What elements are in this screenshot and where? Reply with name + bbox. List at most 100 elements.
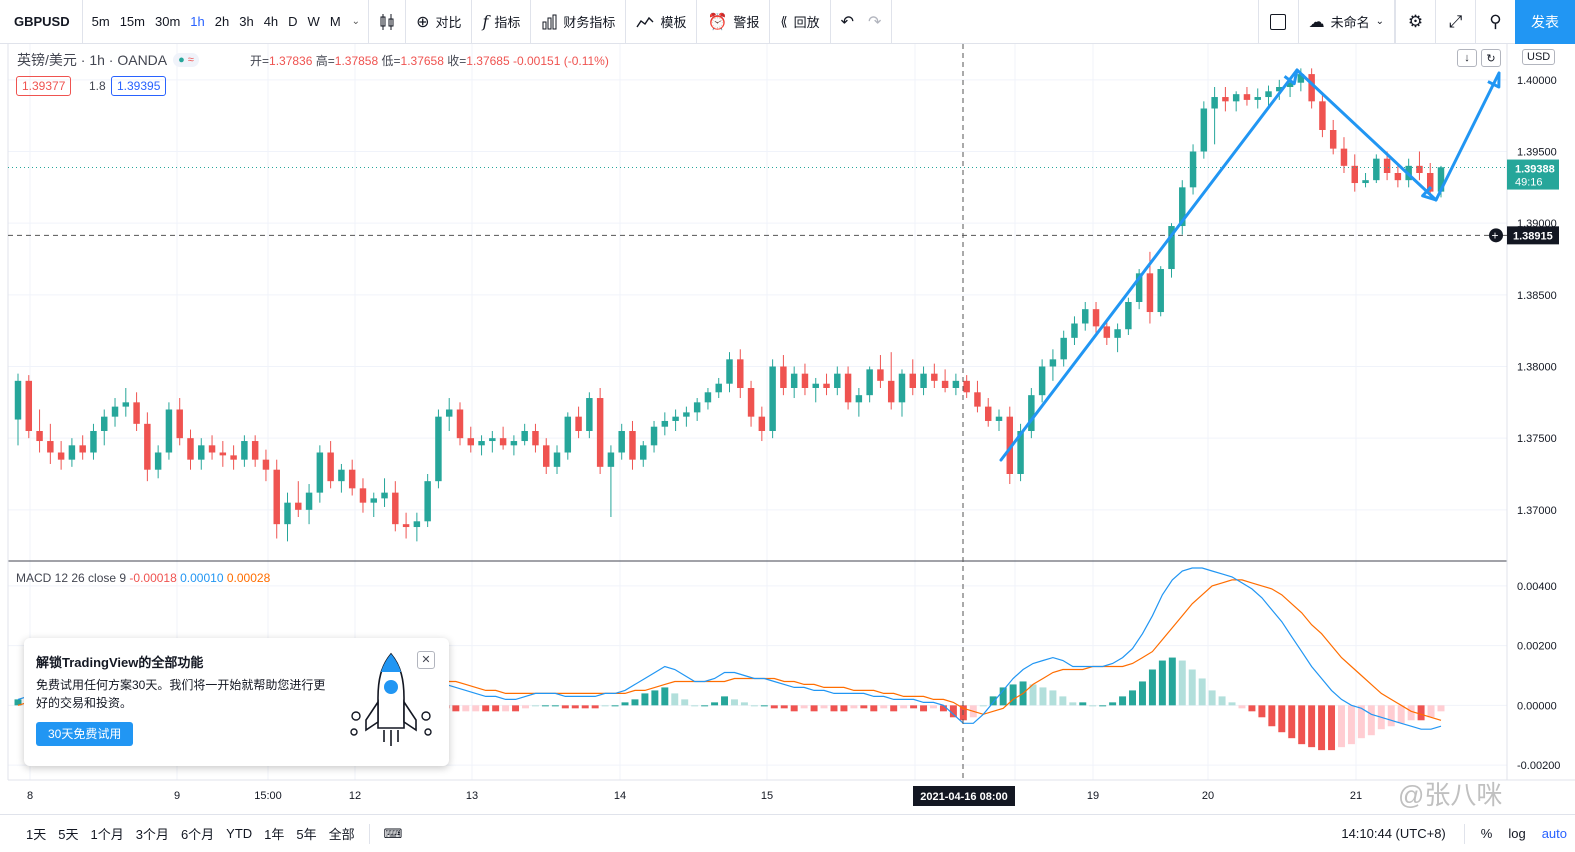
candle-body [1362, 180, 1369, 184]
price-tick-label: 1.40000 [1517, 75, 1557, 87]
macd-legend: MACD 12 26 close 9 -0.00018 0.00010 0.00… [16, 571, 270, 585]
range-5d[interactable]: 5天 [58, 827, 79, 842]
time-tick-label: 15:00 [254, 790, 282, 802]
layout-menu-button[interactable]: ☁ 未命名 ⌄ [1297, 0, 1395, 44]
range-ytd[interactable]: YTD [226, 826, 253, 841]
interval-3h[interactable]: 3h [239, 14, 254, 29]
candle-body [1038, 366, 1046, 396]
macd-hist-bar [681, 699, 689, 706]
goto-date-button[interactable]: ⌨ [378, 826, 409, 842]
interval-d[interactable]: D [288, 14, 298, 29]
macd-hist-bar [1109, 702, 1117, 706]
snapshot-button[interactable]: ⚲ [1475, 0, 1515, 44]
fullscreen-square-button[interactable] [1257, 0, 1298, 44]
range-1d[interactable]: 1天 [26, 827, 47, 842]
interval-1h[interactable]: 1h [190, 14, 205, 29]
interval-30m[interactable]: 30m [154, 14, 181, 29]
compare-button[interactable]: ⊕ 对比 [406, 0, 473, 44]
candle-body [348, 469, 356, 489]
range-all[interactable]: 全部 [328, 827, 355, 842]
macd-hist-bar [1328, 705, 1336, 751]
financials-button[interactable]: 财务指标 [531, 0, 627, 44]
macd-hist-bar [1248, 705, 1256, 712]
interval-w[interactable]: W [307, 14, 320, 29]
trend-arrow-line [1434, 71, 1501, 202]
macd-hist-bar [1059, 696, 1067, 706]
price-tick-label: 1.37500 [1517, 433, 1557, 445]
log-toggle[interactable]: log [1508, 826, 1526, 841]
range-3m[interactable]: 3个月 [135, 827, 169, 842]
candle-body [133, 402, 140, 424]
free-trial-button[interactable]: 30天免费试用 [36, 722, 134, 746]
redo-button[interactable]: ↷ [858, 0, 893, 44]
alert-button[interactable]: ⏰ 警报 [697, 0, 771, 44]
chart-area[interactable]: 1.40000 1.39500 1.39000 1.38500 1.38000 1.375… [0, 44, 1575, 814]
range-1m[interactable]: 1个月 [90, 827, 124, 842]
legend-title: 英镑/美元 · 1h · OANDA [17, 52, 168, 68]
macd-hist-bar [1268, 705, 1276, 727]
publish-button[interactable]: 发表 [1515, 0, 1575, 44]
fullscreen-button[interactable]: ⤢ [1435, 0, 1475, 44]
macd-hist-bar [920, 705, 928, 712]
macd-hist-bar [452, 705, 460, 712]
interval-2h[interactable]: 2h [214, 14, 230, 29]
macd-hist-bar [1039, 687, 1047, 706]
chart-type-button[interactable] [369, 0, 407, 44]
market-status-badge[interactable]: ● ≈ [173, 53, 199, 67]
auto-toggle[interactable]: auto [1541, 826, 1567, 841]
macd-hist-bar [1387, 705, 1395, 727]
settings-button[interactable]: ⚙ [1395, 0, 1435, 44]
interval-m[interactable]: M [329, 14, 341, 29]
clock[interactable]: 14:10:44 (UTC+8) [1341, 826, 1446, 841]
candle-body [456, 409, 464, 439]
percent-toggle[interactable]: % [1480, 826, 1493, 841]
indicators-label: 指标 [494, 15, 521, 30]
candle-body [737, 359, 744, 388]
symbol-search[interactable]: GBPUSD [0, 0, 83, 44]
interval-4h[interactable]: 4h [263, 14, 279, 29]
close-button[interactable]: ✕ [417, 651, 435, 669]
macd-hist-bar [591, 705, 599, 709]
interval-15m[interactable]: 15m [119, 14, 145, 29]
currency-badge[interactable]: USD [1522, 49, 1556, 65]
macd-hist-bar [1158, 660, 1166, 706]
macd-hist-bar [900, 705, 908, 709]
candle-body [1179, 187, 1186, 227]
macd-hist-bar [1178, 660, 1186, 706]
candle-body [499, 438, 507, 446]
chevron-down-icon[interactable]: ⌄ [351, 16, 361, 27]
sell-button[interactable]: 1.39377 [16, 76, 72, 96]
macd-tick-label: 0.00400 [1517, 581, 1557, 593]
candle-body [823, 383, 830, 388]
undo-button[interactable]: ↶ [831, 0, 858, 44]
range-1y[interactable]: 1年 [264, 827, 285, 842]
macd-hist-bar [1029, 684, 1037, 706]
templates-button[interactable]: 模板 [626, 0, 698, 44]
macd-hist-bar [1407, 705, 1415, 721]
candle-body [543, 445, 550, 467]
macd-hist-bar [830, 705, 838, 712]
replay-button[interactable]: ⟪ 回放 [770, 0, 831, 44]
macd-hist-bar [1069, 702, 1077, 706]
macd-hist-bar [1357, 705, 1365, 739]
trend-arrow-line [1295, 68, 1438, 202]
scroll-down-button[interactable]: ↓ [1457, 49, 1477, 67]
templates-label: 模板 [660, 15, 687, 30]
candle-body [1103, 326, 1111, 338]
candle-body [424, 481, 431, 522]
candle-body [834, 373, 841, 388]
candle-body [251, 441, 259, 460]
maximize-pane-button[interactable]: ↻ [1481, 49, 1501, 67]
indicators-button[interactable]: f 指标 [472, 0, 532, 44]
calendar-icon: ⌨ [383, 825, 403, 841]
buy-button[interactable]: 1.39395 [111, 76, 167, 96]
interval-5m[interactable]: 5m [91, 14, 110, 29]
macd-hist-bar [1288, 705, 1296, 739]
range-6m[interactable]: 6个月 [180, 827, 215, 842]
low-value: 1.37658 [400, 54, 444, 68]
candle-body [1222, 97, 1229, 102]
plus-icon: + [1492, 228, 1499, 242]
time-tick-label: 20 [1202, 790, 1214, 802]
chart-canvas[interactable]: 1.400001.395001.390001.385001.380001.375… [0, 44, 1575, 814]
range-5y[interactable]: 5年 [296, 827, 317, 842]
